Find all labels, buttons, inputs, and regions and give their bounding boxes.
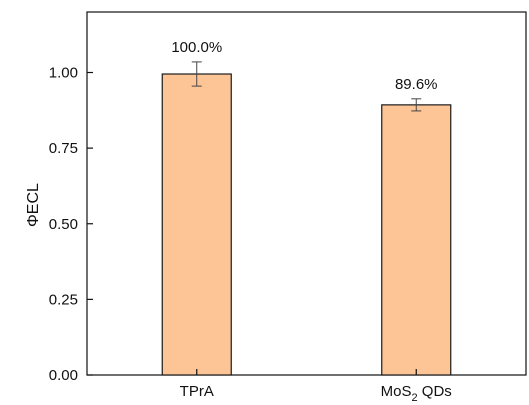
- y-axis-label: ΦECL: [25, 183, 42, 227]
- y-tick-label: 1.00: [49, 65, 78, 82]
- y-tick-label: 0.25: [49, 291, 78, 308]
- y-tick-label: 0.75: [49, 140, 78, 157]
- bar: [161, 73, 232, 376]
- data-label: 89.6%: [395, 76, 438, 93]
- y-tick-label: 0.00: [49, 367, 78, 384]
- x-tick-label: TPrA: [180, 383, 214, 400]
- bar: [381, 104, 452, 376]
- data-label: 100.0%: [171, 39, 222, 56]
- y-tick-label: 0.50: [49, 216, 78, 233]
- plot-frame: [86, 11, 527, 376]
- plot-area: 0.00 0.25 0.50 0.75 1.00 100.0% TPrA 89.6% MoS2 …: [49, 11, 527, 404]
- x-tick-label: MoS2 QDs: [381, 383, 452, 404]
